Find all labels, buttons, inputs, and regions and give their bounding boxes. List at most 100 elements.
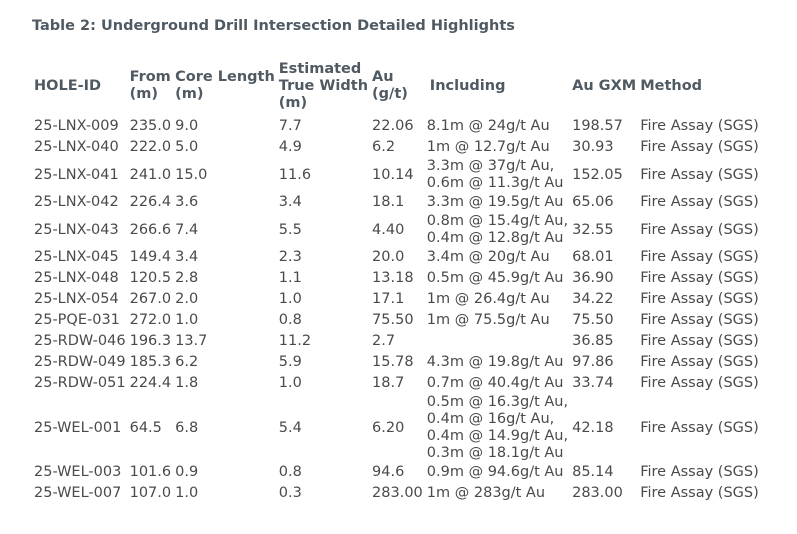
cell-core-length: 1.0 bbox=[175, 485, 199, 501]
cell-hole-id: 25-PQE-031 bbox=[34, 312, 120, 328]
cell-au-gxm: 33.74 bbox=[572, 375, 614, 391]
cell-method: Fire Assay (SGS) bbox=[640, 485, 759, 501]
cell-au-gxm: 30.93 bbox=[572, 139, 614, 155]
cell-au-gxm: 36.85 bbox=[572, 333, 614, 349]
cell-true-width: 11.2 bbox=[278, 333, 312, 349]
cell-including: 8.1m @ 24g/t Au bbox=[426, 118, 550, 134]
cell-au-gxm: 75.50 bbox=[572, 312, 614, 328]
cell-core-length: 1.0 bbox=[175, 312, 199, 328]
cell-hole-id: 25-LNX-048 bbox=[34, 270, 119, 286]
cell-method: Fire Assay (SGS) bbox=[640, 419, 759, 436]
cell-hole-id: 25-LNX-042 bbox=[34, 194, 119, 210]
cell-method: Fire Assay (SGS) bbox=[640, 375, 759, 391]
cell-true-width: 4.9 bbox=[278, 139, 302, 155]
cell-method: Fire Assay (SGS) bbox=[640, 166, 759, 183]
cell-from: 185.3 bbox=[129, 354, 172, 370]
cell-including: 1m @ 283g/t Au bbox=[426, 485, 546, 501]
cell-true-width: 0.8 bbox=[278, 464, 302, 480]
cell-from: 272.0 bbox=[129, 312, 172, 328]
cell-au-gxm: 36.90 bbox=[572, 270, 614, 286]
cell-au-gxm: 283.00 bbox=[572, 485, 623, 501]
cell-au: 6.2 bbox=[372, 139, 396, 155]
table-row: 25-LNX-043 266.6 7.4 5.5 4.40 0.8m @ 15.4g/t … bbox=[31, 213, 760, 247]
table-header-row: HOLE-ID From (m) Core Length (m) Estimat… bbox=[31, 58, 760, 116]
cell-method: Fire Assay (SGS) bbox=[640, 354, 759, 370]
table-row: 25-LNX-040 222.0 5.0 4.9 6.2 1m @ 12.7g/t Au 3… bbox=[31, 137, 760, 158]
cell-core-length: 6.8 bbox=[175, 419, 199, 436]
cell-core-length: 3.6 bbox=[175, 194, 199, 210]
cell-method: Fire Assay (SGS) bbox=[640, 333, 759, 349]
table-row: 25-WEL-007 107.0 1.0 0.3 283.00 1m @ 283g/t A… bbox=[31, 483, 760, 504]
cell-au: 4.40 bbox=[372, 221, 405, 238]
cell-au-gxm: 65.06 bbox=[572, 194, 614, 210]
cell-method: Fire Assay (SGS) bbox=[640, 312, 759, 328]
cell-true-width: 5.9 bbox=[278, 354, 302, 370]
cell-core-length: 7.4 bbox=[175, 221, 199, 238]
cell-from: 120.5 bbox=[129, 270, 172, 286]
cell-hole-id: 25-RDW-051 bbox=[34, 375, 126, 391]
cell-core-length: 6.2 bbox=[175, 354, 199, 370]
cell-including: 0.5m @ 16.3g/t Au, 0.4m @ 16g/t Au, 0.4m… bbox=[426, 394, 569, 461]
cell-au: 20.0 bbox=[372, 249, 405, 265]
cell-true-width: 5.5 bbox=[278, 221, 302, 238]
cell-method: Fire Assay (SGS) bbox=[640, 194, 759, 210]
cell-au-gxm: 42.18 bbox=[572, 419, 614, 436]
cell-from: 149.4 bbox=[129, 249, 172, 265]
cell-au: 17.1 bbox=[372, 291, 405, 307]
table-row: 25-LNX-042 226.4 3.6 3.4 18.1 3.3m @ 19.5g/t … bbox=[31, 192, 760, 213]
cell-true-width: 0.8 bbox=[278, 312, 302, 328]
cell-including: 3.4m @ 20g/t Au bbox=[426, 249, 550, 265]
cell-including: 3.3m @ 37g/t Au, 0.6m @ 11.3g/t Au bbox=[426, 158, 564, 191]
cell-method: Fire Assay (SGS) bbox=[640, 464, 759, 480]
cell-hole-id: 25-LNX-009 bbox=[34, 118, 119, 134]
table-row: 25-WEL-001 64.5 6.8 5.4 6.20 0.5m @ 16.3g/t A… bbox=[31, 394, 760, 462]
cell-including bbox=[424, 331, 569, 352]
table-body: 25-LNX-009 235.0 9.0 7.7 22.06 8.1m @ 24g/t A… bbox=[31, 116, 760, 504]
cell-true-width: 7.7 bbox=[278, 118, 302, 134]
cell-core-length: 15.0 bbox=[175, 166, 208, 183]
cell-core-length: 0.9 bbox=[175, 464, 199, 480]
header-including: Including bbox=[429, 77, 506, 94]
cell-au: 18.7 bbox=[372, 375, 405, 391]
header-core-length: Core Length (m) bbox=[175, 69, 275, 102]
highlights-table: HOLE-ID From (m) Core Length (m) Estimat… bbox=[31, 58, 760, 504]
cell-core-length: 9.0 bbox=[175, 118, 199, 134]
cell-au: 2.7 bbox=[372, 333, 396, 349]
cell-including: 1m @ 75.5g/t Au bbox=[426, 312, 550, 328]
table-row: 25-LNX-054 267.0 2.0 1.0 17.1 1m @ 26.4g/t Au… bbox=[31, 289, 760, 310]
cell-au-gxm: 152.05 bbox=[572, 166, 623, 183]
cell-true-width: 11.6 bbox=[278, 166, 312, 183]
cell-au-gxm: 198.57 bbox=[572, 118, 623, 134]
table-row: 25-RDW-051 224.4 1.8 1.0 18.7 0.7m @ 40.4g/t … bbox=[31, 373, 760, 394]
cell-au-gxm: 32.55 bbox=[572, 221, 614, 238]
cell-from: 196.3 bbox=[129, 333, 172, 349]
table-row: 25-LNX-048 120.5 2.8 1.1 13.18 0.5m @ 45.9g/t… bbox=[31, 268, 760, 289]
header-au: Au (g/t) bbox=[372, 69, 408, 102]
table-title: Table 2: Underground Drill Intersection … bbox=[32, 18, 515, 34]
cell-including: 0.7m @ 40.4g/t Au bbox=[426, 375, 564, 391]
table-row: 25-LNX-009 235.0 9.0 7.7 22.06 8.1m @ 24g/t A… bbox=[31, 116, 760, 137]
cell-method: Fire Assay (SGS) bbox=[640, 139, 759, 155]
cell-au: 18.1 bbox=[372, 194, 405, 210]
header-from: From (m) bbox=[129, 69, 171, 102]
cell-hole-id: 25-RDW-049 bbox=[34, 354, 126, 370]
cell-including: 1m @ 26.4g/t Au bbox=[426, 291, 550, 307]
header-au-gxm: Au GXM bbox=[572, 77, 637, 94]
cell-au: 75.50 bbox=[372, 312, 414, 328]
cell-method: Fire Assay (SGS) bbox=[640, 249, 759, 265]
cell-au-gxm: 85.14 bbox=[572, 464, 614, 480]
cell-method: Fire Assay (SGS) bbox=[640, 291, 759, 307]
cell-from: 266.6 bbox=[129, 221, 172, 238]
cell-from: 64.5 bbox=[129, 419, 162, 436]
table-row: 25-RDW-046 196.3 13.7 11.2 2.7 36.85 Fire Assa… bbox=[31, 331, 760, 352]
cell-method: Fire Assay (SGS) bbox=[640, 118, 759, 134]
cell-au-gxm: 68.01 bbox=[572, 249, 614, 265]
table-row: 25-WEL-003 101.6 0.9 0.8 94.6 0.9m @ 94.6g/t … bbox=[31, 462, 760, 483]
cell-hole-id: 25-LNX-045 bbox=[34, 249, 119, 265]
cell-from: 107.0 bbox=[129, 485, 172, 501]
cell-hole-id: 25-LNX-043 bbox=[34, 221, 119, 238]
cell-hole-id: 25-WEL-007 bbox=[34, 485, 122, 501]
cell-true-width: 1.0 bbox=[278, 375, 302, 391]
table-row: 25-PQE-031 272.0 1.0 0.8 75.50 1m @ 75.5g/t A… bbox=[31, 310, 760, 331]
cell-from: 222.0 bbox=[129, 139, 172, 155]
